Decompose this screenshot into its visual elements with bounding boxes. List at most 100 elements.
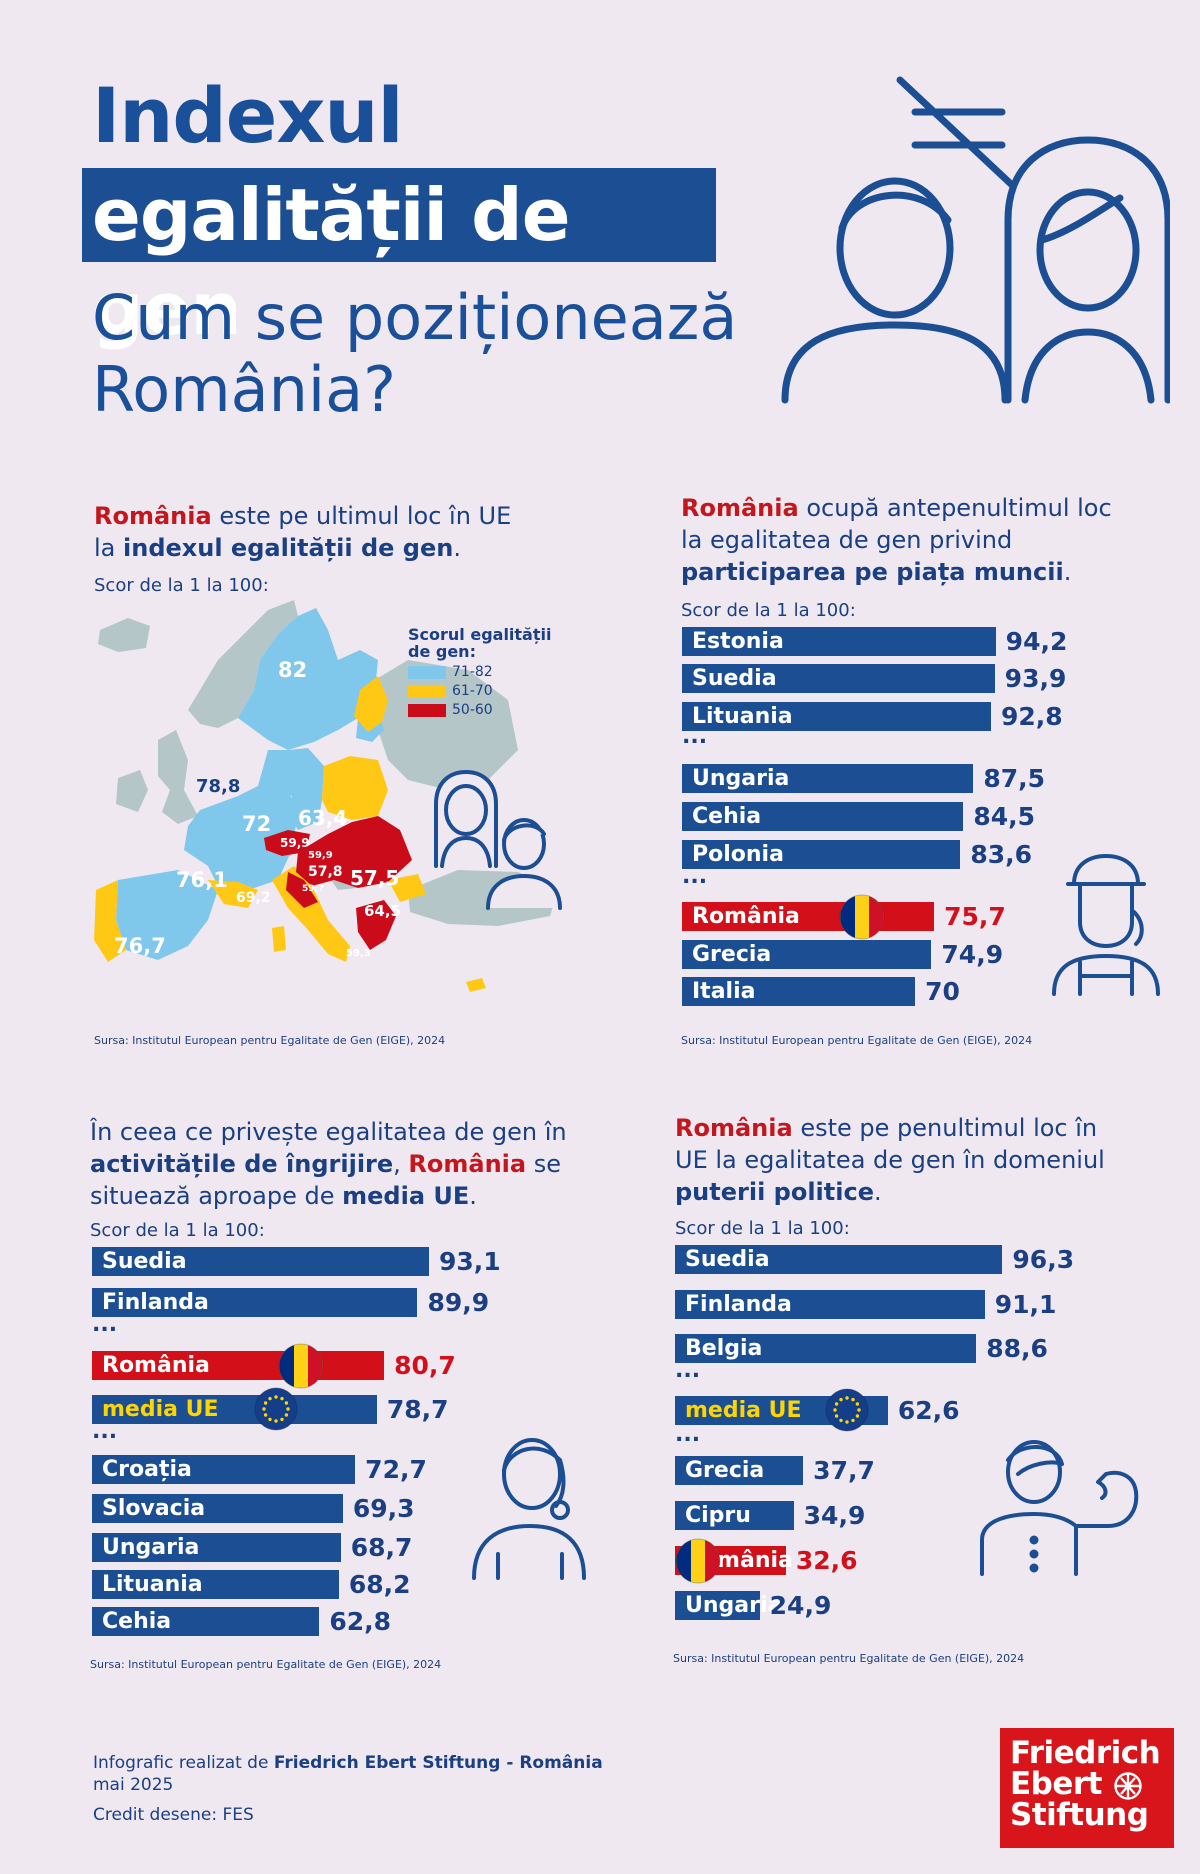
bar-label-2: Lituania [692, 704, 793, 729]
page-subtitle: Cum se poziționează România? [92, 282, 792, 426]
map-region-benelux-france [184, 786, 298, 890]
map-legend-title: Scorul egalității de gen: [408, 625, 552, 661]
map-region-cyprus [466, 978, 486, 992]
separator-dots: ... [682, 864, 708, 889]
panel1-source: Sursa: Institutul European pentru Egalit… [94, 1034, 446, 1047]
bar-label-10: Italia [692, 979, 756, 1004]
bar-label-4: Ungaria [692, 766, 790, 791]
bar-value-6: 83,6 [970, 840, 1033, 869]
fes-globe-icon [1114, 1772, 1142, 1800]
bar-label-4: media UE [102, 1397, 219, 1422]
panel3-intro-text-b: se [526, 1150, 562, 1178]
panel3-scale-note: Scor de la 1 la 100: [90, 1220, 265, 1241]
bar-4 [682, 764, 974, 793]
caregiver-woman-icon [472, 1438, 586, 1580]
bar-value-0: 96,3 [1012, 1245, 1075, 1274]
bar-value-0: 93,1 [439, 1247, 501, 1276]
panel2-source: Sursa: Institutul European pentru Egalit… [681, 1034, 1033, 1047]
bar-label-1: Finlanda [685, 1292, 792, 1317]
legend-label-0: 71-82 [452, 664, 493, 680]
footer-drawings-credit: Credit desene: FES [93, 1805, 254, 1825]
bar-label-9: Grecia [692, 942, 772, 967]
panel2-intro-text-a: ocupă antepenultimul loc [798, 494, 1112, 522]
map-legend: Scorul egalității de gen: 71-82 61-70 50… [408, 626, 558, 718]
bar-7 [92, 1494, 343, 1523]
panel1-intro-bold: indexul egalității de gen [123, 534, 454, 562]
bar-value-9: 24,9 [769, 1591, 832, 1620]
panel1-intro: România este pe ultimul loc în UE la ind… [94, 500, 614, 564]
romania-flag-icon [675, 1538, 721, 1584]
bar-9 [682, 940, 932, 969]
bar-label-8: Ungaria [102, 1535, 200, 1560]
bar-6 [682, 840, 961, 869]
map-label-7: 59,9 [308, 850, 333, 861]
panel1-intro-text-a: este pe ultimul loc în UE [211, 502, 512, 530]
map-region-czech [264, 830, 310, 856]
map-couple-illustration [434, 770, 562, 910]
panel4-intro-text-b: UE la egalitatea de gen în domeniul [675, 1146, 1105, 1174]
map-label-11: 64,5 [364, 902, 402, 920]
page-title-line1: Indexul [92, 71, 404, 160]
panel1-intro-text-b: la [94, 534, 124, 562]
map-region-east [358, 660, 518, 790]
panel3-intro-text-a: În ceea ce privește egalitatea de gen în [90, 1118, 567, 1146]
panel3-intro-comma: , [393, 1150, 409, 1178]
bar-label-2: Belgia [685, 1336, 763, 1361]
bar-10 [682, 977, 916, 1006]
man-icon [781, 177, 1009, 404]
bar-value-0: 94,2 [1005, 627, 1068, 656]
map-label-8: 57,8 [308, 864, 343, 880]
bar-0 [92, 1247, 430, 1276]
bar-value-5: 84,5 [973, 802, 1036, 831]
map-legend-item: 71-82 [408, 664, 558, 680]
woman-icon [1004, 136, 1170, 404]
map-region-iceland [98, 618, 150, 652]
footer-credit: Infografic realizat de Friedrich Ebert S… [93, 1752, 603, 1774]
bar-label-9: Lituania [102, 1572, 203, 1597]
panel4-intro-bold: puterii politice [675, 1178, 874, 1206]
bar-1 [682, 664, 995, 693]
page-subtitle-line2: România? [92, 352, 397, 426]
europe-map [94, 600, 558, 992]
bar-label-6: Polonia [692, 842, 784, 867]
bar-value-8: 68,7 [350, 1533, 413, 1562]
bar-value-1: 93,9 [1004, 664, 1067, 693]
bar-value-9: 68,2 [348, 1570, 411, 1599]
page-title-line2: egalității de gen [82, 168, 716, 351]
bar-label-8: România [692, 904, 800, 929]
fes-logo-line2: Ebert [1010, 1769, 1164, 1800]
panel1-scale-note: Scor de la 1 la 100: [94, 575, 269, 596]
bar-0 [675, 1245, 1003, 1274]
map-region-sweden-finland [238, 608, 378, 750]
bar-9 [675, 1591, 760, 1620]
map-label-10: 57,5 [350, 866, 400, 890]
eu-flag-icon [254, 1387, 298, 1431]
bar-value-8: 32,6 [795, 1546, 858, 1575]
map-region-austria-slov [208, 880, 258, 908]
bar-1 [92, 1288, 418, 1317]
legend-swatch-lightblue [408, 665, 446, 679]
legend-label-2: 50-60 [452, 702, 493, 718]
bar-value-7: 34,9 [803, 1501, 866, 1530]
map-region-germany-denmark [258, 748, 324, 830]
map-label-4: 76,1 [176, 868, 228, 892]
not-equal-icon [896, 76, 1016, 189]
panel3-intro-text-c: situează aproape de [90, 1182, 343, 1210]
panel3-source: Sursa: Institutul European pentru Egalit… [90, 1658, 442, 1671]
panel3-intro-period: . [469, 1182, 477, 1210]
map-label-6: 59,9 [280, 836, 310, 850]
bar-value-9: 74,9 [941, 940, 1004, 969]
bar-value-2: 92,8 [1001, 702, 1063, 731]
bar-8 [682, 902, 935, 931]
panel4-source: Sursa: Institutul European pentru Egalit… [673, 1652, 1025, 1665]
bar-label-3: România [102, 1353, 210, 1378]
bar-value-7: 69,3 [352, 1494, 415, 1523]
romania-flag-icon [278, 1343, 324, 1389]
bar-value-4: 78,7 [386, 1395, 449, 1424]
bar-2 [675, 1334, 977, 1363]
bar-10 [92, 1607, 320, 1636]
footer-credit-org: Friedrich Ebert Stiftung - România [273, 1753, 603, 1773]
separator-dots: ... [682, 724, 708, 749]
map-region-spain [116, 870, 218, 960]
separator-dots: ... [675, 1422, 701, 1447]
